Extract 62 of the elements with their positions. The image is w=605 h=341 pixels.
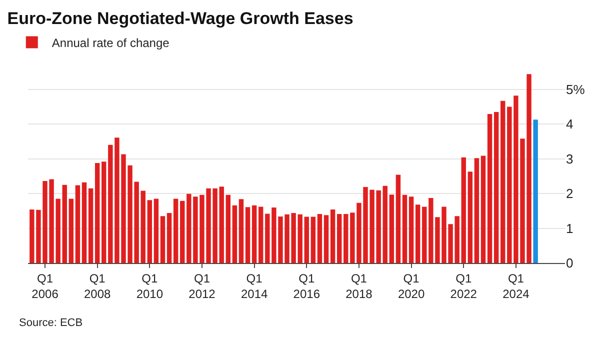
bar xyxy=(415,204,420,263)
bar xyxy=(382,186,388,263)
y-tick-label: 1 xyxy=(566,220,574,236)
bar xyxy=(474,158,480,263)
bar xyxy=(500,100,506,263)
bar xyxy=(226,194,230,263)
bar xyxy=(533,120,538,263)
bar xyxy=(180,200,185,263)
bar xyxy=(232,205,238,263)
x-tick-label: Q1 2006 xyxy=(32,271,59,301)
bar xyxy=(252,205,257,263)
bar xyxy=(94,162,100,263)
x-tick-label: Q1 2008 xyxy=(84,271,111,301)
bar xyxy=(102,162,106,263)
bar xyxy=(304,216,309,263)
bar xyxy=(422,206,427,263)
x-tick-label: Q1 2022 xyxy=(450,271,478,301)
bar xyxy=(166,212,172,263)
bar xyxy=(245,207,250,263)
legend-label: Annual rate of change xyxy=(52,36,170,50)
bar xyxy=(62,184,67,263)
bar xyxy=(75,185,80,263)
bar xyxy=(487,114,492,263)
y-tick-label: 4 xyxy=(566,116,574,132)
bar xyxy=(396,174,401,263)
chart-title: Euro-Zone Negotiated-Wage Growth Eases xyxy=(7,8,354,28)
bar xyxy=(258,206,264,263)
bar xyxy=(219,186,224,263)
y-tick-label: 2 xyxy=(566,186,574,202)
bar xyxy=(468,172,473,263)
bar xyxy=(147,200,152,263)
bar xyxy=(160,216,166,263)
bar xyxy=(317,214,322,263)
bar xyxy=(140,190,146,263)
bar xyxy=(82,182,87,263)
bar xyxy=(344,214,348,263)
y-tick-label: 0 xyxy=(566,256,574,271)
bar xyxy=(408,196,414,263)
bar xyxy=(480,156,486,263)
bar xyxy=(330,210,336,263)
bar xyxy=(68,198,74,263)
bar xyxy=(173,198,178,263)
bar xyxy=(389,194,394,263)
x-tick-label: Q1 2014 xyxy=(240,271,268,301)
bar xyxy=(402,194,408,263)
bar xyxy=(154,198,159,263)
x-tick-label: Q1 2012 xyxy=(188,271,216,301)
x-tick-label: Q1 2010 xyxy=(136,271,164,301)
source-note: Source: ECB xyxy=(19,317,83,329)
x-tick-label: Q1 2020 xyxy=(398,271,425,301)
x-tick-label: Q1 2018 xyxy=(346,271,373,301)
bar xyxy=(494,112,499,263)
y-tick-label: 3 xyxy=(566,151,574,166)
bar xyxy=(461,157,466,263)
y-tick-label: 5% xyxy=(566,82,586,97)
bar xyxy=(310,216,316,263)
x-tick-label: Q1 2024 xyxy=(502,271,530,301)
x-tick-label: Q1 2016 xyxy=(293,271,320,301)
bar xyxy=(324,215,329,263)
bar xyxy=(238,199,244,263)
bar xyxy=(336,214,342,263)
bar xyxy=(88,188,94,263)
